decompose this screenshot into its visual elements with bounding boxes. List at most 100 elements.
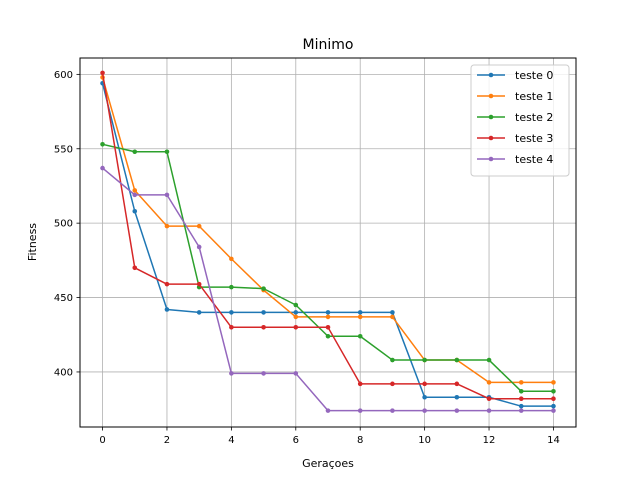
y-tick-label: 450 — [54, 293, 73, 304]
legend-item: teste 4 — [477, 153, 553, 166]
data-point — [164, 192, 170, 198]
data-point — [518, 403, 524, 409]
data-point — [357, 314, 363, 320]
legend-item: teste 1 — [477, 90, 553, 103]
data-point — [100, 70, 105, 76]
data-point — [325, 310, 331, 315]
data-point — [551, 396, 556, 402]
series-lines — [100, 70, 556, 413]
data-point — [196, 223, 202, 229]
data-point — [229, 256, 234, 262]
data-point — [518, 396, 524, 402]
data-point — [261, 371, 266, 376]
legend-swatch-marker — [488, 156, 494, 162]
data-point — [164, 223, 170, 229]
data-point — [229, 310, 234, 315]
data-point — [132, 149, 138, 155]
x-tick-label: 14 — [547, 435, 560, 446]
series-teste-0 — [100, 80, 556, 409]
legend-item: teste 2 — [477, 111, 553, 124]
data-point — [357, 381, 363, 387]
data-point — [390, 314, 395, 320]
data-point — [132, 208, 138, 214]
legend-label: teste 0 — [515, 69, 553, 82]
data-point — [325, 333, 331, 339]
x-tick-label: 12 — [483, 435, 496, 446]
data-point — [422, 357, 427, 363]
x-tick-label: 2 — [164, 435, 170, 446]
data-point — [486, 380, 492, 385]
data-point — [325, 325, 331, 330]
legend-swatch-marker — [488, 93, 494, 99]
data-point — [357, 333, 363, 339]
data-point — [293, 325, 299, 330]
x-tick-label: 6 — [293, 435, 299, 446]
data-point — [164, 307, 170, 312]
data-point — [422, 394, 427, 400]
data-point — [551, 388, 556, 394]
data-point — [100, 141, 105, 147]
data-point — [551, 408, 556, 413]
data-point — [486, 408, 492, 413]
data-point — [132, 188, 138, 193]
data-point — [518, 408, 524, 413]
data-point — [132, 192, 138, 198]
y-tick-label: 400 — [54, 367, 73, 378]
data-point — [357, 310, 363, 315]
y-tick-label: 600 — [54, 70, 73, 81]
data-point — [229, 284, 234, 290]
legend-swatch-marker — [488, 114, 494, 120]
data-point — [293, 314, 299, 320]
data-point — [261, 286, 266, 291]
legend-swatch-marker — [488, 72, 494, 78]
data-point — [454, 381, 460, 387]
data-point — [100, 165, 105, 171]
series-teste-3 — [100, 70, 556, 402]
data-point — [422, 381, 427, 387]
data-point — [551, 403, 556, 409]
legend-frame — [470, 64, 570, 177]
x-axis-ticks: 0 2 4 6 8 10 12 14 — [99, 427, 560, 446]
data-point — [486, 357, 492, 363]
data-point — [454, 357, 460, 363]
data-point — [454, 394, 460, 400]
data-point — [486, 396, 492, 402]
data-point — [293, 310, 299, 315]
data-point — [293, 302, 299, 308]
data-point — [196, 244, 202, 250]
chart-title: Minimo — [303, 37, 354, 53]
data-point — [261, 310, 266, 315]
plot-area-frame — [79, 57, 577, 428]
data-point — [196, 310, 202, 315]
legend-label: teste 1 — [515, 90, 553, 103]
data-point — [390, 408, 395, 413]
data-point — [551, 380, 556, 385]
x-tick-label: 8 — [357, 435, 363, 446]
x-tick-label: 10 — [418, 435, 431, 446]
legend-label: teste 2 — [515, 111, 553, 124]
data-point — [357, 408, 363, 413]
x-tick-label: 0 — [99, 435, 105, 446]
data-point — [325, 314, 331, 320]
data-point — [196, 281, 202, 287]
data-point — [229, 325, 234, 330]
legend-label: teste 3 — [515, 132, 553, 145]
data-point — [132, 265, 138, 271]
legend-item: teste 3 — [477, 132, 553, 145]
y-axis-label: Fitness — [26, 223, 39, 261]
y-tick-label: 500 — [54, 219, 73, 230]
series-teste-1 — [100, 75, 556, 385]
data-point — [325, 408, 331, 413]
data-point — [164, 281, 170, 287]
y-tick-label: 550 — [54, 144, 73, 155]
x-tick-label: 4 — [228, 435, 234, 446]
data-point — [518, 388, 524, 394]
data-point — [390, 381, 395, 387]
legend-swatch-marker — [488, 135, 494, 141]
legend: teste 0 teste 1 teste 2 teste 3 teste 4 — [470, 64, 570, 177]
data-point — [293, 371, 299, 376]
data-point — [422, 408, 427, 413]
x-axis-label: Geraçoes — [302, 457, 354, 470]
data-point — [164, 149, 170, 155]
series-teste-4 — [100, 165, 556, 413]
